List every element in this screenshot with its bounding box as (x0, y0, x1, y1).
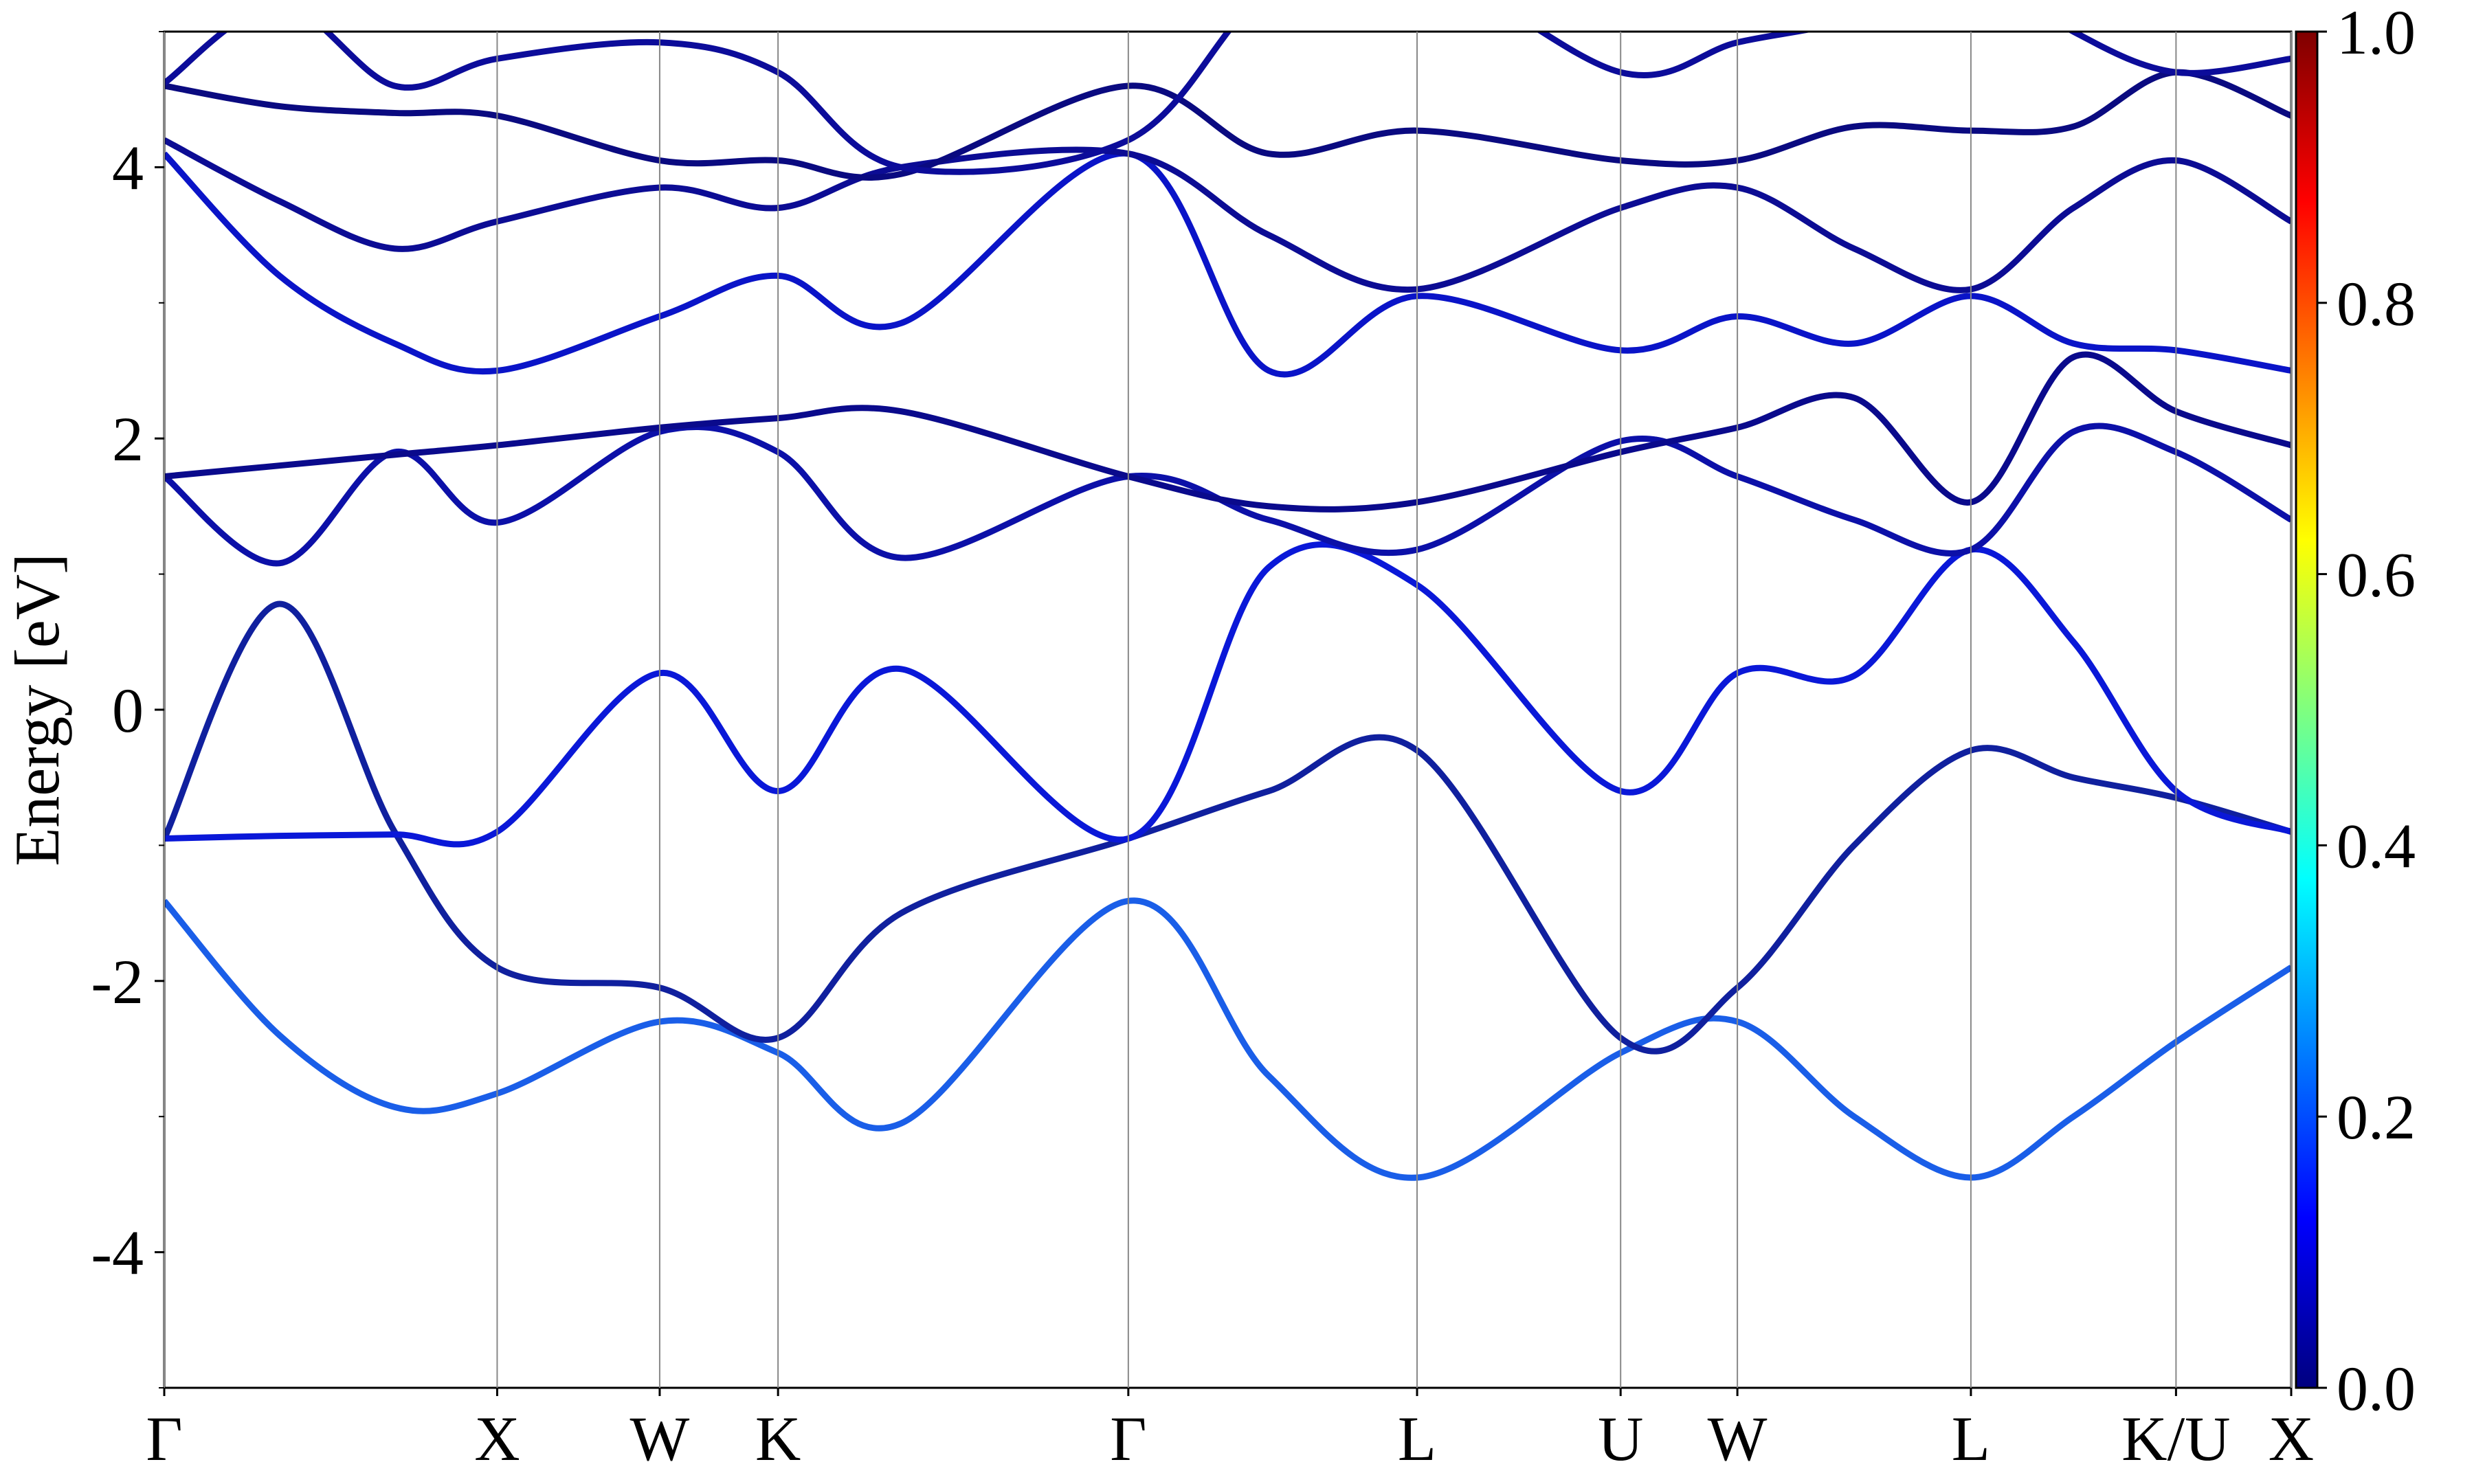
colorbar (2295, 30, 2319, 1389)
band-line (164, 541, 2291, 848)
y-tick-label: 2 (112, 404, 144, 474)
band-line (164, 32, 2291, 175)
y-tick-label: -4 (91, 1218, 144, 1288)
x-tick-label: U (1598, 1404, 1643, 1474)
plot-area (164, 32, 2291, 1181)
x-tick-label: L (1952, 1404, 1990, 1474)
colorbar-tick-label: 1.0 (2337, 0, 2416, 67)
x-tick-label: W (1708, 1404, 1768, 1474)
colorbar-tick-label: 0.8 (2337, 269, 2416, 339)
y-axis-label: Energy [eV] (2, 553, 72, 866)
y-tick-label: 4 (112, 133, 144, 203)
x-tick-label: Γ (1110, 1404, 1146, 1474)
band-line (164, 150, 2291, 378)
colorbar-tick-label: 0.6 (2337, 540, 2416, 610)
band-line (164, 600, 2291, 1055)
x-tick-label: X (2269, 1404, 2314, 1474)
band-line (164, 351, 2291, 513)
x-tick-label: K/U (2121, 1404, 2230, 1474)
band-line (164, 137, 2291, 293)
colorbar-tick-label: 0.2 (2337, 1082, 2416, 1152)
colorbar-tick-label: 0.4 (2337, 811, 2416, 881)
x-tick-label: X (474, 1404, 520, 1474)
x-tick-label: Γ (146, 1404, 182, 1474)
x-tick-label: K (755, 1404, 801, 1474)
y-tick-label: -2 (91, 947, 144, 1017)
colorbar-tick-label: 0.0 (2337, 1353, 2416, 1424)
y-tick-label: 0 (112, 675, 144, 745)
axes-frame (163, 30, 2293, 1389)
band-line (164, 897, 2291, 1181)
x-tick-label: W (630, 1404, 690, 1474)
band-line (164, 69, 2291, 181)
x-tick-label: L (1398, 1404, 1436, 1474)
